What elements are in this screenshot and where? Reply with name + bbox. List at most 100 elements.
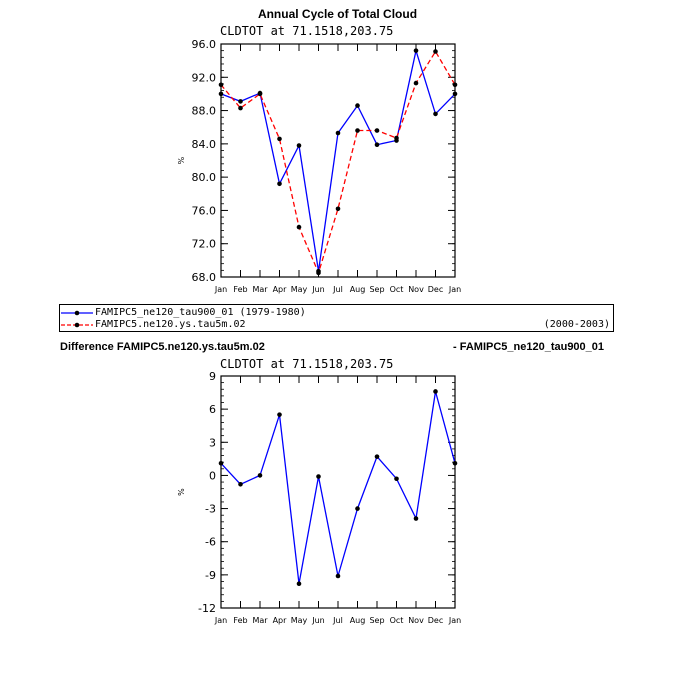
cycle-frame: [220, 43, 456, 278]
cycle-x-tick-label: Jan: [214, 285, 227, 294]
cycle-series-1-point: [277, 181, 282, 187]
cycle-x-tick-label: Oct: [390, 285, 404, 294]
diff-series-1-point: [433, 389, 438, 394]
chart-title: Annual Cycle of Total Cloud: [257, 7, 418, 21]
cycle-x-tick-label: Feb: [233, 285, 247, 294]
cycle-y-tick-label: 68.0: [192, 271, 217, 284]
chart-subtitle: CLDTOT at 71.1518,203.75: [220, 24, 394, 38]
cycle-series-2-point: [394, 135, 399, 141]
diff-series-1-point: [355, 506, 360, 511]
cycle-x-tick-label: Jan: [448, 285, 461, 294]
diff-series-1-point: [238, 481, 243, 487]
cycle-series-2-point: [433, 49, 438, 54]
legend: FAMIPC5_ne120_tau900_01 (1979-1980) FAMI…: [59, 304, 614, 332]
cycle-series-2-point: [452, 82, 458, 88]
diff-series-1-point: [296, 581, 302, 586]
cycle-series-1-point: [218, 91, 224, 97]
diff-x-tick-label: Feb: [233, 616, 247, 625]
diff-series-1-point: [452, 460, 458, 466]
cycle-x-tick-label: Mar: [252, 285, 268, 294]
diff-y-tick-label: 6: [209, 403, 216, 416]
cycle-series-2-point: [277, 136, 282, 142]
cycle-x-tick-label: Dec: [428, 285, 443, 294]
cycle-series-1-point: [335, 130, 341, 136]
diff-x-tick-label: Sep: [369, 616, 384, 625]
cycle-series-2-point: [374, 128, 380, 133]
diff-y-tick-label: -12: [198, 602, 216, 615]
cycle-series-1-point: [355, 103, 360, 108]
cycle-series-1-point: [374, 142, 380, 147]
diff-x-tick-label: Nov: [408, 616, 424, 625]
diff-y-tick-label: 3: [209, 436, 216, 449]
difference-title-left: Difference FAMIPC5.ne120.ys.tau5m.02: [60, 341, 265, 353]
legend-solid-marker: [61, 310, 93, 316]
cycle-series-2-point: [413, 80, 419, 86]
diff-series-1-point: [257, 473, 263, 478]
cycle-x-tick-label: May: [291, 285, 308, 294]
difference-plot: -12 -9 -6 -3 0 3 6 9 Jan Feb Mar Apr May Jun Jul Aug Sep…: [177, 370, 461, 625]
diff-series-1-point: [316, 474, 321, 479]
diff-x-tick-label: Jan: [448, 616, 461, 625]
diff-series-1-point: [394, 476, 399, 482]
difference-subtitle: CLDTOT at 71.1518,203.75: [220, 357, 394, 371]
diff-y-tick-label: -9: [205, 569, 216, 582]
legend-entry-2: FAMIPC5.ne120.ys.tau5m.02 (2000-2003): [60, 319, 613, 332]
diff-x-tick-label: Dec: [428, 616, 443, 625]
diff-x-tick-label: Jul: [332, 616, 343, 625]
cycle-series-2-point: [355, 128, 360, 133]
diff-series-1-point: [218, 460, 224, 466]
diff-x-tick-label: Jun: [311, 616, 325, 625]
cycle-series-2-point: [218, 82, 224, 88]
cycle-series-1-line: [220, 48, 456, 272]
cycle-y-tick-label: 76.0: [192, 204, 217, 217]
cycle-series-2-point: [335, 206, 341, 212]
cycle-y-tick-label: 84.0: [192, 138, 217, 151]
difference-title-right: - FAMIPC5_ne120_tau900_01: [453, 341, 605, 353]
cycle-y-tick-label: 92.0: [192, 71, 217, 84]
cycle-x-tick-label: Aug: [350, 285, 366, 294]
cycle-series-2-point: [296, 224, 302, 230]
diff-x-tick-label: May: [291, 616, 308, 625]
cycle-series-1-point: [296, 143, 302, 148]
cycle-series-1-point: [433, 111, 438, 117]
cycle-series-2-point: [257, 91, 263, 97]
diff-y-tick-label: -3: [205, 503, 216, 516]
legend-period-2: (2000-2003): [543, 319, 610, 330]
legend-dashed-marker: [61, 322, 93, 328]
legend-label-1: FAMIPC5_ne120_tau900_01 (1979-1980): [95, 307, 306, 318]
cycle-y-tick-label: 96.0: [192, 38, 217, 51]
cycle-series-1-point: [452, 91, 458, 97]
cycle-x-tick-label: Jun: [311, 285, 325, 294]
diff-series-1-point: [374, 454, 380, 459]
cycle-series-2-point: [316, 270, 321, 276]
cycle-y-tick-label: 72.0: [192, 238, 217, 251]
cycle-series-2-line: [220, 50, 456, 275]
diff-series-1-line: [220, 391, 456, 584]
cycle-y-tick-label: 80.0: [192, 171, 217, 184]
cycle-y-axis-label: %: [177, 156, 186, 164]
diff-y-tick-label: 9: [209, 370, 216, 383]
legend-label-2: FAMIPC5.ne120.ys.tau5m.02: [95, 319, 246, 330]
legend-entry-1: FAMIPC5_ne120_tau900_01 (1979-1980): [60, 307, 613, 320]
cycle-x-tick-label: Nov: [408, 285, 424, 294]
diff-y-tick-label: 0: [209, 469, 216, 482]
diff-x-tick-label: Aug: [350, 616, 366, 625]
annual-cycle-plot: 68.0 72.0 76.0 80.0 84.0 88.0 92.0 96.0 Jan Feb Ma…: [177, 38, 461, 294]
diff-series-1-point: [413, 516, 419, 521]
diff-y-axis-label: %: [177, 488, 186, 496]
cycle-series-1-point: [413, 48, 419, 53]
diff-x-tick-label: Oct: [390, 616, 404, 625]
diff-x-tick-label: Apr: [273, 616, 288, 625]
cycle-x-tick-label: Apr: [273, 285, 288, 294]
cycle-series-1-point: [238, 99, 243, 104]
diff-x-tick-label: Mar: [252, 616, 268, 625]
diff-y-tick-label: -6: [205, 536, 216, 549]
cycle-series-2-point: [238, 105, 243, 111]
diff-x-tick-label: Jan: [214, 616, 227, 625]
diff-series-1-point: [335, 573, 341, 579]
cycle-y-tick-label: 88.0: [192, 105, 217, 118]
cycle-x-tick-label: Jul: [332, 285, 343, 294]
diff-series-1-point: [277, 412, 282, 417]
cycle-x-tick-label: Sep: [369, 285, 384, 294]
